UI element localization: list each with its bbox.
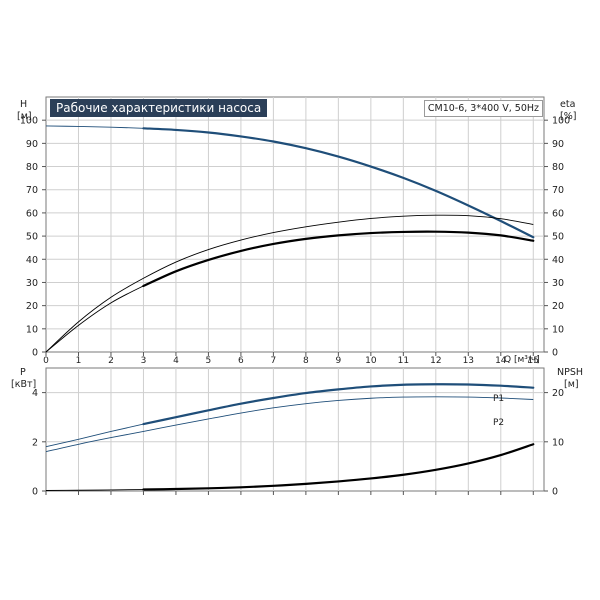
top-panel: 0 1 2 3 4 5 6 7 8 9 10 11 12 13 14 15010203040506070809… xyxy=(17,96,576,366)
eta-axis-label: eta xyxy=(560,99,575,110)
right-tick-label: 30 xyxy=(552,278,564,289)
top-grid xyxy=(42,97,548,356)
p-axis-label: P xyxy=(20,367,26,378)
right-tick-label: 0 xyxy=(552,487,558,498)
series-line-operating-range xyxy=(142,127,535,239)
npsh-axis-label: NPSH xyxy=(557,367,583,378)
right-tick-label: 60 xyxy=(552,208,564,219)
x-tick-label: 7 xyxy=(271,356,277,366)
npsh-axis-unit: [м] xyxy=(564,379,579,390)
x-tick-label: 5 xyxy=(206,356,212,366)
chart-title: Рабочие характеристики насоса xyxy=(50,99,268,117)
x-tick-label: 13 xyxy=(463,356,474,366)
h-axis-label: H xyxy=(20,99,27,110)
left-tick-label: 4 xyxy=(32,388,38,399)
right-tick-label: 80 xyxy=(552,162,564,173)
series-line-thin xyxy=(45,383,534,448)
series-line-operating-range xyxy=(142,230,535,288)
right-tick-label: 20 xyxy=(552,388,564,399)
right-tick-label: 100 xyxy=(552,116,570,127)
right-tick-label: 50 xyxy=(552,232,564,243)
left-tick-label: 0 xyxy=(32,487,38,498)
x-tick-label: 11 xyxy=(398,356,409,366)
top-tick-labels: 0 1 2 3 4 5 6 7 8 9 10 11 12 13 14 15010203040506070809… xyxy=(20,116,570,366)
right-tick-label: 40 xyxy=(552,255,564,266)
left-tick-label: 40 xyxy=(26,255,38,266)
right-tick-label: 90 xyxy=(552,139,564,150)
x-tick-label: 10 xyxy=(365,356,377,366)
x-tick-label: 6 xyxy=(238,356,244,366)
series-line-thin xyxy=(45,443,534,491)
series-line-thin xyxy=(45,396,534,453)
right-tick-label: 10 xyxy=(552,324,564,335)
left-tick-label: 20 xyxy=(26,301,38,312)
left-tick-label: 30 xyxy=(26,278,38,289)
left-tick-label: 60 xyxy=(26,208,38,219)
series-line-thin xyxy=(45,125,534,238)
bottom-tick-labels: 0 2 4 0 10 20 xyxy=(32,388,564,497)
x-tick-label: 0 xyxy=(43,356,49,366)
x-tick-label: 15 xyxy=(528,356,539,366)
left-tick-label: 10 xyxy=(26,324,38,335)
top-plot-frame xyxy=(45,96,545,353)
right-tick-label: 70 xyxy=(552,185,564,196)
left-tick-label: 80 xyxy=(26,162,38,173)
x-tick-label: 14 xyxy=(495,356,507,366)
bottom-panel: 0 2 4 0 10 20 P [кВт] NPSH [м] P1 P2 xyxy=(11,367,583,498)
x-tick-label: 2 xyxy=(108,356,114,366)
x-tick-label: 4 xyxy=(173,356,179,366)
left-tick-label: 100 xyxy=(20,116,38,127)
p2-series-label: P2 xyxy=(493,418,504,428)
x-tick-label: 9 xyxy=(336,356,342,366)
x-tick-label: 8 xyxy=(303,356,309,366)
right-tick-label: 20 xyxy=(552,301,564,312)
x-tick-label: 3 xyxy=(141,356,147,366)
eta-axis-unit: [%] xyxy=(560,111,576,122)
series-line-operating-range xyxy=(142,443,535,491)
bottom-series xyxy=(45,383,535,491)
q-axis-label: Q [м³/ч] xyxy=(504,355,540,365)
pump-model-label: CM10-6, 3*400 V, 50Hz xyxy=(423,100,543,117)
bottom-grid xyxy=(42,368,548,495)
x-tick-label: 12 xyxy=(430,356,441,366)
p-axis-unit: [кВт] xyxy=(11,379,36,390)
right-tick-label: 10 xyxy=(552,437,564,448)
right-tick-label: 0 xyxy=(552,348,558,359)
p1-series-label: P1 xyxy=(493,394,504,404)
left-tick-label: 0 xyxy=(32,348,38,359)
series-line-operating-range xyxy=(142,383,535,426)
left-tick-label: 90 xyxy=(26,139,38,150)
left-tick-label: 70 xyxy=(26,185,38,196)
top-series xyxy=(45,125,535,353)
series-line-thin xyxy=(45,214,534,353)
x-tick-label: 1 xyxy=(76,356,82,366)
h-axis-unit: [м] xyxy=(17,111,32,122)
left-tick-label: 2 xyxy=(32,437,38,448)
bottom-plot-frame xyxy=(45,367,545,492)
left-tick-label: 50 xyxy=(26,232,38,243)
